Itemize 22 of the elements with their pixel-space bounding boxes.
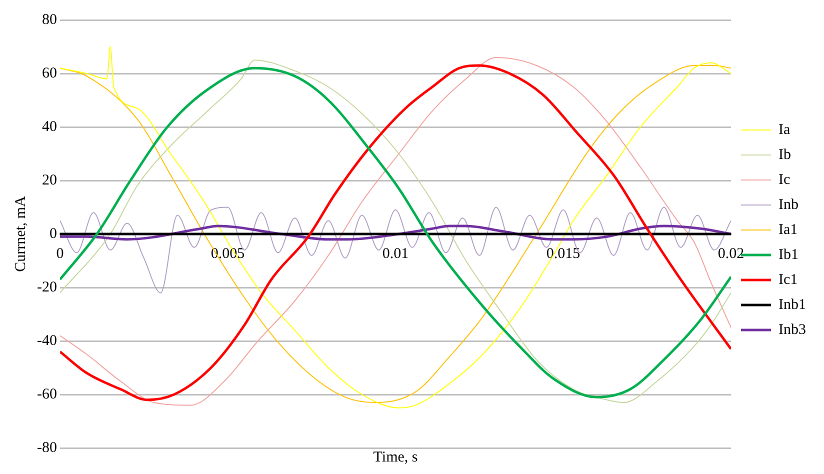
y-tick-label: -60 [36, 386, 57, 402]
legend-label: Inb [778, 196, 799, 213]
y-axis-title: Currnet, mA [12, 196, 29, 272]
y-tick-label: 80 [42, 12, 57, 28]
y-tick-label: -20 [36, 279, 57, 296]
legend-label: Ic [778, 172, 790, 188]
legend-label: Inb1 [778, 296, 806, 313]
x-tick-label: 0.01 [382, 246, 409, 262]
y-tick-label: 40 [42, 118, 57, 135]
y-tick-label: -40 [36, 332, 57, 349]
legend-label: Ib1 [778, 246, 799, 263]
legend-label: Ib [778, 146, 792, 163]
y-tick-label: 20 [42, 172, 57, 188]
y-tick-label: 0 [49, 226, 57, 242]
legend-label: Inb3 [778, 322, 806, 338]
y-tick-label: 60 [42, 65, 57, 82]
legend-label: Ia1 [778, 222, 798, 238]
x-axis-title: Time, s [373, 449, 418, 466]
legend-label: Ic1 [778, 272, 798, 288]
y-tick-label: -80 [36, 440, 57, 456]
legend-label: Ia [778, 122, 790, 138]
x-tick-label: 0.02 [718, 246, 744, 262]
